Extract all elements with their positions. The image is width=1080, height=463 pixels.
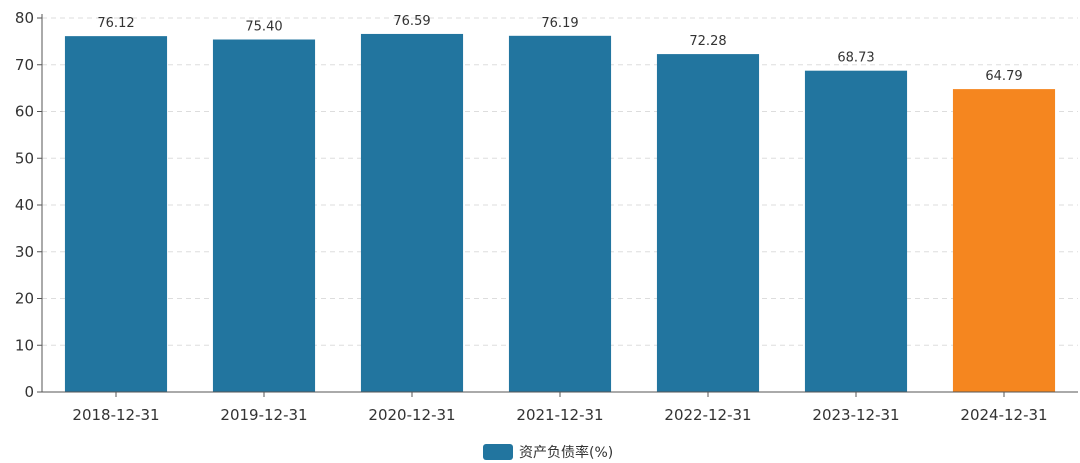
legend-swatch: [483, 444, 513, 460]
x-tick-label: 2023-12-31: [812, 406, 899, 424]
bar[interactable]: [952, 89, 1056, 392]
x-tick-label: 2020-12-31: [368, 406, 455, 424]
legend[interactable]: 资产负债率(%): [483, 444, 613, 461]
bar[interactable]: [508, 35, 612, 393]
y-tick-label: 30: [15, 243, 34, 261]
y-tick-label: 40: [15, 196, 34, 214]
bar-value-label: 75.40: [245, 20, 282, 35]
bar[interactable]: [804, 70, 908, 392]
bar-value-label: 72.28: [689, 34, 726, 49]
bar[interactable]: [360, 33, 464, 393]
bar-value-label: 76.59: [393, 14, 430, 29]
x-tick-label: 2018-12-31: [72, 406, 159, 424]
legend-label: 资产负债率(%): [519, 444, 613, 461]
x-tick-label: 2024-12-31: [960, 406, 1047, 424]
y-tick-label: 10: [15, 336, 34, 354]
y-tick-label: 20: [15, 290, 34, 308]
bar-value-label: 64.79: [985, 69, 1022, 84]
y-tick-label: 0: [24, 383, 34, 401]
y-tick-label: 60: [15, 103, 34, 121]
x-tick-label: 2019-12-31: [220, 406, 307, 424]
x-tick-label: 2022-12-31: [664, 406, 751, 424]
y-tick-label: 80: [15, 9, 34, 27]
bar[interactable]: [64, 36, 168, 392]
y-tick-label: 70: [15, 56, 34, 74]
y-tick-label: 50: [15, 149, 34, 167]
x-tick-label: 2021-12-31: [516, 406, 603, 424]
bar-value-label: 68.73: [837, 51, 874, 66]
bar[interactable]: [212, 39, 316, 392]
bar[interactable]: [656, 54, 760, 392]
value-labels: 76.12 75.40 76.59 76.19 72.28 68.73 64.79: [97, 14, 1022, 84]
bar-value-label: 76.12: [97, 16, 134, 31]
bars: [64, 33, 1056, 393]
axes: 0 10 20 30 40 50 60 70 80 2018-12-31 2019-12-31 202…: [15, 9, 1078, 424]
bar-value-label: 76.19: [541, 16, 578, 31]
